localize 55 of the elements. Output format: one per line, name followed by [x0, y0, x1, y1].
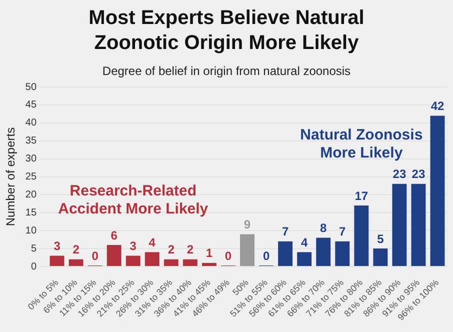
y-tick-label: 5 [30, 243, 37, 254]
annotation: Research-Related Accident More Likely [58, 182, 209, 218]
data-label: 1 [206, 246, 213, 260]
data-label: 3 [54, 239, 61, 254]
chart-subtitle: Degree of belief in origin from natural zoonosis [101, 64, 352, 78]
bar [278, 241, 293, 266]
data-label: 23 [412, 167, 426, 182]
data-label: 0 [92, 248, 99, 263]
data-label: 4 [148, 235, 156, 250]
bar [430, 116, 445, 266]
bar [68, 259, 84, 266]
bar [354, 205, 369, 266]
y-tick-label: 0 [30, 261, 37, 272]
y-tick-label: 35 [25, 136, 37, 147]
data-label: 0 [224, 248, 232, 263]
y-tick-label: 50 [25, 82, 37, 93]
data-label: 2 [72, 242, 80, 257]
bar [411, 184, 426, 266]
data-label: 8 [320, 221, 328, 236]
y-tick-label: 25 [25, 172, 37, 183]
data-label: 7 [339, 224, 346, 239]
y-tick-label: 30 [25, 154, 37, 165]
y-axis-title: Number of experts [4, 127, 18, 226]
data-label: 2 [186, 242, 194, 257]
chart-title: Most Experts Believe Natural Zoonotic Origin More Likely [88, 6, 366, 56]
y-tick-label: 15 [25, 207, 37, 218]
y-tick-label: 20 [25, 189, 37, 200]
data-label: 6 [110, 228, 118, 242]
bar [106, 244, 122, 266]
y-tick-label: 45 [25, 100, 37, 111]
data-label: 9 [244, 218, 251, 232]
data-label: 7 [282, 224, 289, 239]
bar [392, 184, 407, 266]
bar [202, 262, 216, 266]
data-label: 23 [392, 167, 406, 182]
bar [126, 256, 140, 266]
y-tick-label: 40 [25, 118, 37, 129]
bar [373, 248, 388, 266]
data-label: 5 [377, 232, 384, 246]
bar [50, 256, 64, 266]
data-label: 42 [430, 99, 444, 114]
data-label: 3 [130, 239, 137, 254]
bar [164, 259, 178, 266]
bar [297, 252, 312, 266]
annotation: Natural Zoonosis More Likely [300, 126, 423, 162]
data-label: 17 [354, 188, 368, 203]
y-tick-label: 10 [25, 225, 37, 236]
bar [335, 241, 350, 266]
bar [182, 259, 198, 266]
data-label: 2 [168, 242, 175, 257]
bar [240, 234, 254, 266]
bar [144, 252, 160, 266]
bar [316, 238, 331, 266]
data-label: 0 [262, 248, 270, 263]
data-label: 4 [300, 235, 308, 250]
